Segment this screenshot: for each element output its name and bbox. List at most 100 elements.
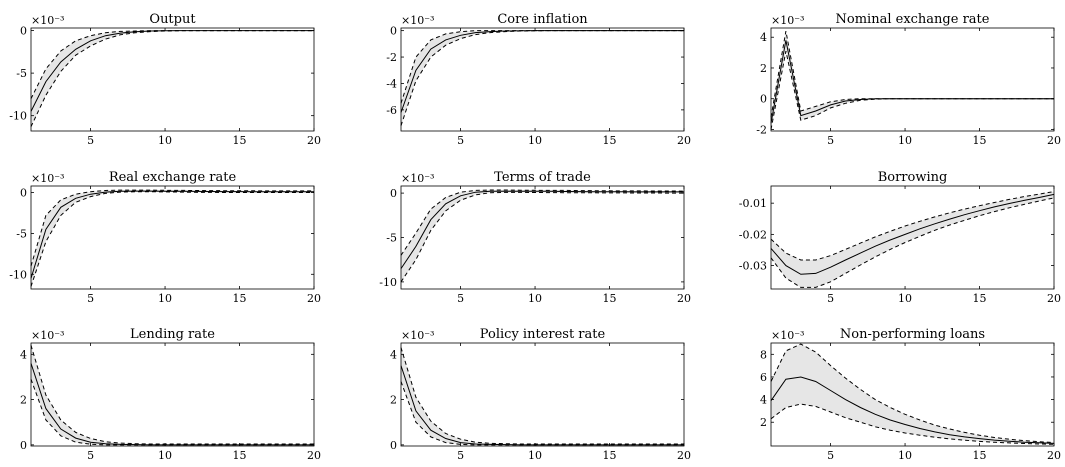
panel-5: 5 10 15 20 0 -5 -10 ×10⁻³ Terms of trade bbox=[379, 170, 691, 305]
y-tick-label: 2 bbox=[20, 394, 27, 407]
y-tick-label: 0 bbox=[390, 187, 397, 200]
y-tick-label: -2 bbox=[386, 51, 397, 64]
median-response-line bbox=[400, 30, 684, 113]
panel-title: Terms of trade bbox=[494, 170, 591, 185]
x-tick-label: 10 bbox=[528, 449, 542, 462]
axes-frame bbox=[770, 185, 1055, 290]
panel-title: Non-performing loans bbox=[840, 327, 985, 342]
median-response-line bbox=[770, 40, 1054, 124]
x-tick-label: 5 bbox=[827, 449, 834, 462]
upper-bound-line bbox=[400, 347, 684, 445]
x-tick-label: 20 bbox=[1047, 292, 1061, 305]
confidence-band bbox=[31, 345, 314, 445]
x-tick-label: 15 bbox=[973, 134, 987, 147]
y-tick-label: 0 bbox=[20, 439, 27, 452]
y-tick-label: -6 bbox=[386, 104, 397, 117]
y-tick-label: -5 bbox=[386, 232, 397, 245]
panel-6: 5 10 15 20 -0.01 -0.02 -0.03 Borrowing bbox=[739, 170, 1061, 305]
x-tick-label: 10 bbox=[898, 292, 912, 305]
x-tick-label: 5 bbox=[87, 449, 94, 462]
x-tick-label: 20 bbox=[307, 449, 321, 462]
x-tick-label: 5 bbox=[457, 449, 464, 462]
y-tick-label: -10 bbox=[9, 110, 27, 123]
y-tick-label: -10 bbox=[379, 276, 397, 289]
upper-bound-line bbox=[770, 343, 1055, 444]
y-tick-label: -5 bbox=[16, 67, 27, 80]
x-tick-label: 5 bbox=[87, 134, 94, 147]
x-tick-label: 5 bbox=[457, 292, 464, 305]
upper-bound-line bbox=[770, 31, 1054, 118]
y-tick-label: 0 bbox=[760, 93, 767, 106]
y-tick-label: -4 bbox=[386, 77, 397, 90]
y-tick-label: -10 bbox=[9, 268, 27, 281]
median-response-line bbox=[30, 30, 314, 112]
confidence-band bbox=[401, 30, 684, 126]
upper-bound-line bbox=[400, 189, 685, 256]
y-tick-label: -0.01 bbox=[739, 197, 767, 210]
axes-frame bbox=[400, 342, 685, 447]
confidence-band bbox=[771, 191, 1054, 288]
axis-exponent-label: ×10⁻³ bbox=[401, 14, 434, 27]
upper-bound-line bbox=[30, 30, 314, 99]
lower-bound-line bbox=[770, 403, 1055, 445]
upper-bound-line bbox=[30, 345, 314, 445]
x-tick-label: 20 bbox=[677, 292, 691, 305]
confidence-band bbox=[401, 347, 684, 445]
x-tick-label: 10 bbox=[158, 292, 172, 305]
median-response-line bbox=[400, 190, 684, 269]
confidence-band bbox=[771, 31, 1054, 130]
panel-title: Borrowing bbox=[878, 170, 948, 185]
panel-2: 5 10 15 20 0 -2 -4 -6 ×10⁻³ Core inflation bbox=[386, 12, 691, 147]
axis-exponent-label: ×10⁻³ bbox=[31, 172, 64, 185]
panel-title: Output bbox=[149, 12, 196, 27]
y-tick-label: 2 bbox=[390, 394, 397, 407]
confidence-band bbox=[401, 190, 684, 282]
x-tick-label: 20 bbox=[307, 292, 321, 305]
median-response-line bbox=[770, 193, 1055, 275]
panel-4: 5 10 15 20 0 -5 -10 ×10⁻³ Real exchange rate bbox=[9, 170, 321, 305]
lower-bound-line bbox=[400, 191, 684, 283]
y-tick-label: -5 bbox=[16, 227, 27, 240]
confidence-band bbox=[771, 344, 1054, 445]
x-tick-label: 15 bbox=[233, 292, 247, 305]
x-tick-label: 10 bbox=[158, 134, 172, 147]
y-tick-label: 0 bbox=[390, 439, 397, 452]
y-tick-label: 0 bbox=[20, 187, 27, 200]
panel-1: 5 10 15 20 0 -5 -10 ×10⁻³ Output bbox=[9, 12, 321, 147]
x-tick-label: 10 bbox=[528, 134, 542, 147]
x-tick-label: 5 bbox=[827, 134, 834, 147]
panel-title: Nominal exchange rate bbox=[836, 12, 990, 27]
axes-frame bbox=[30, 185, 315, 290]
y-tick-label: -0.03 bbox=[739, 260, 767, 273]
x-tick-label: 5 bbox=[457, 134, 464, 147]
y-tick-label: -2 bbox=[756, 123, 767, 136]
x-tick-label: 20 bbox=[1047, 134, 1061, 147]
y-tick-label: 4 bbox=[760, 394, 767, 407]
y-tick-label: 8 bbox=[760, 348, 767, 361]
axis-exponent-label: ×10⁻³ bbox=[771, 14, 804, 27]
x-tick-label: 15 bbox=[233, 134, 247, 147]
x-tick-label: 10 bbox=[898, 134, 912, 147]
axis-exponent-label: ×10⁻³ bbox=[771, 329, 804, 342]
axes-frame bbox=[400, 27, 685, 132]
axes-frame bbox=[30, 27, 315, 132]
y-tick-label: 2 bbox=[760, 416, 767, 429]
axes-frame bbox=[30, 342, 315, 447]
y-tick-label: 4 bbox=[760, 31, 767, 44]
x-tick-label: 15 bbox=[973, 449, 987, 462]
panel-title: Policy interest rate bbox=[480, 327, 606, 342]
upper-bound-line bbox=[30, 189, 314, 267]
x-tick-label: 15 bbox=[603, 134, 617, 147]
x-tick-label: 20 bbox=[307, 134, 321, 147]
panel-title: Lending rate bbox=[130, 327, 215, 342]
lower-bound-line bbox=[770, 50, 1054, 130]
median-response-line bbox=[770, 376, 1055, 444]
x-tick-label: 15 bbox=[973, 292, 987, 305]
x-tick-label: 10 bbox=[898, 449, 912, 462]
median-response-line bbox=[400, 365, 684, 446]
x-tick-label: 15 bbox=[603, 449, 617, 462]
